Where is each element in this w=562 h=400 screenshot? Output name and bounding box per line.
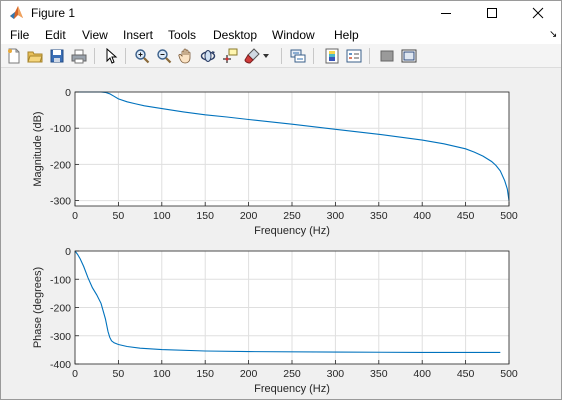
save-icon[interactable]	[48, 47, 66, 65]
pan-icon[interactable]	[177, 47, 195, 65]
minimize-button[interactable]	[423, 1, 469, 25]
x-tick-label: 350	[370, 368, 388, 380]
brush-dropdown-icon[interactable]	[261, 47, 271, 65]
menu-insert[interactable]: Insert	[123, 28, 154, 42]
insert-legend-icon[interactable]	[345, 47, 363, 65]
maximize-button[interactable]	[469, 1, 515, 25]
y-tick-label: -300	[50, 196, 71, 208]
y-tick-label: -300	[50, 331, 71, 343]
rotate-3d-icon[interactable]	[199, 47, 217, 65]
menu-tools[interactable]: Tools	[168, 28, 197, 42]
data-cursor-icon[interactable]	[221, 47, 239, 65]
pointer-icon[interactable]	[102, 47, 120, 65]
matlab-icon	[9, 5, 25, 21]
toolbar-separator	[369, 48, 370, 64]
x-tick-label: 300	[327, 368, 345, 380]
y-axis-label: Magnitude (dB)	[32, 111, 44, 186]
maximize-icon	[487, 8, 497, 18]
print-icon[interactable]	[70, 47, 88, 65]
toolbar-separator	[125, 48, 126, 64]
open-file-icon[interactable]	[26, 47, 44, 65]
y-axis-label: Phase (degrees)	[32, 267, 44, 348]
y-tick-label: 0	[65, 246, 71, 258]
toolbar-separator	[281, 48, 282, 64]
x-tick-label: 0	[72, 210, 78, 222]
y-tick-label: -200	[50, 159, 71, 171]
toolbar-separator	[313, 48, 314, 64]
x-tick-label: 50	[113, 210, 125, 222]
menu-edit[interactable]: Edit	[45, 28, 66, 42]
x-tick-label: 300	[327, 210, 345, 222]
y-tick-label: -100	[50, 123, 71, 135]
figure-toolbar	[1, 44, 561, 68]
x-tick-label: 400	[413, 368, 431, 380]
x-tick-label: 100	[153, 368, 171, 380]
menu-overflow-arrow-icon[interactable]: ↘	[549, 29, 558, 40]
x-tick-label: 450	[457, 368, 475, 380]
x-tick-label: 450	[457, 210, 475, 222]
x-axis-label: Frequency (Hz)	[254, 225, 330, 237]
x-tick-label: 100	[153, 210, 171, 222]
x-tick-label: 250	[283, 210, 301, 222]
brush-icon[interactable]	[243, 47, 261, 65]
zoom-in-icon[interactable]	[133, 47, 151, 65]
figure-canvas: 0 50 100 150 200 250 300 350 400 450 500 0 -100 -200-…	[1, 69, 561, 399]
menu-view[interactable]: View	[82, 28, 108, 42]
menu-file[interactable]: File	[10, 28, 30, 42]
y-tick-label: -400	[50, 359, 71, 371]
close-icon	[532, 7, 544, 19]
y-tick-label: 0	[65, 87, 71, 99]
menu-bar: File Edit View Insert Tools Desktop Wind…	[1, 25, 561, 44]
x-axis-label: Frequency (Hz)	[254, 383, 330, 395]
hide-plot-tools-icon[interactable]	[378, 47, 396, 65]
insert-colorbar-icon[interactable]	[323, 47, 341, 65]
x-tick-label: 350	[370, 210, 388, 222]
x-tick-label: 0	[72, 368, 78, 380]
new-figure-icon[interactable]	[5, 47, 23, 65]
x-tick-label: 50	[113, 368, 125, 380]
x-tick-label: 500	[500, 368, 518, 380]
menu-window[interactable]: Window	[272, 28, 315, 42]
x-tick-label: 200	[240, 210, 258, 222]
x-tick-label: 200	[240, 368, 258, 380]
zoom-out-icon[interactable]	[155, 47, 173, 65]
title-bar[interactable]: Figure 1	[1, 1, 561, 25]
window-title: Figure 1	[31, 6, 76, 20]
x-tick-label: 150	[196, 210, 214, 222]
close-button[interactable]	[515, 1, 561, 25]
x-tick-label: 400	[413, 210, 431, 222]
x-tick-label: 250	[283, 368, 301, 380]
minimize-icon	[441, 13, 451, 14]
x-tick-label: 150	[196, 368, 214, 380]
toolbar-separator	[94, 48, 95, 64]
series-line-0	[74, 250, 501, 353]
link-plot-icon[interactable]	[289, 47, 307, 65]
menu-help[interactable]: Help	[334, 28, 359, 42]
menu-desktop[interactable]: Desktop	[213, 28, 258, 42]
x-tick-label: 500	[500, 210, 518, 222]
y-tick-label: -100	[50, 274, 71, 286]
show-plot-tools-icon[interactable]	[400, 47, 418, 65]
bode-plots: 0 50 100 150 200 250 300 350 400 450 5000-100-200-…	[32, 87, 518, 395]
y-tick-label: -200	[50, 303, 71, 315]
